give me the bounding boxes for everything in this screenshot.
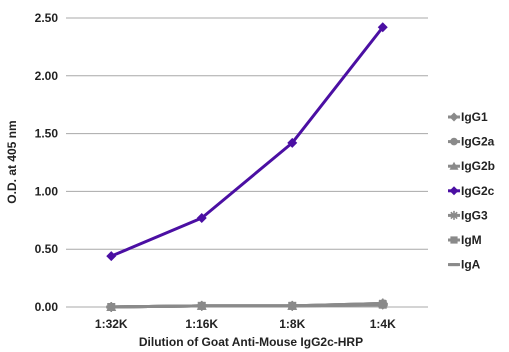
y-axis-tick-labels: 0.00 0.50 1.00 1.50 2.00 2.50 <box>35 11 59 314</box>
data-point <box>196 212 207 223</box>
series-iga <box>106 303 388 309</box>
legend-label: IgM <box>461 233 482 247</box>
data-point <box>287 304 298 308</box>
legend-marker <box>449 112 459 122</box>
legend-label: IgG3 <box>461 208 488 222</box>
legend-label: IgG2a <box>461 135 495 149</box>
y-tick-label: 0.50 <box>35 242 59 256</box>
legend-item-igg1: IgG1 <box>448 110 488 124</box>
legend-marker <box>449 186 459 196</box>
legend-marker <box>449 210 459 220</box>
data-point <box>377 303 388 307</box>
legend-item-iga: IgA <box>448 258 481 272</box>
y-axis-title: O.D. at 405 nm <box>5 120 19 203</box>
data-series <box>106 22 388 312</box>
legend-marker <box>450 236 458 244</box>
legend-item-igg2c: IgG2c <box>448 184 495 198</box>
legend-item-igg2a: IgG2a <box>448 135 495 149</box>
legend-item-igm: IgM <box>448 233 482 247</box>
legend-label: IgG2b <box>461 159 495 173</box>
legend-marker <box>449 161 459 170</box>
x-tick-label: 1:32K <box>95 317 128 331</box>
y-tick-label: 0.00 <box>35 300 59 314</box>
x-tick-label: 1:8K <box>279 317 305 331</box>
data-point <box>106 251 117 262</box>
legend-label: IgG2c <box>461 184 495 198</box>
data-point <box>287 137 298 148</box>
y-tick-label: 2.50 <box>35 11 59 25</box>
legend-label: IgG1 <box>461 110 488 124</box>
y-tick-label: 1.50 <box>35 127 59 141</box>
x-axis-tick-labels: 1:32K 1:16K 1:8K 1:4K <box>95 317 396 331</box>
series-line <box>110 26 384 258</box>
series-line <box>111 303 383 309</box>
legend-item-igg2b: IgG2b <box>448 159 495 173</box>
legend-marker <box>449 263 459 267</box>
data-point <box>377 22 388 33</box>
legend-marker <box>450 137 458 146</box>
series-igg2c <box>106 22 388 262</box>
legend-label: IgA <box>461 258 481 272</box>
data-point <box>196 304 207 308</box>
legend-item-igg3: IgG3 <box>448 208 488 222</box>
x-axis-title: Dilution of Goat Anti-Mouse IgG2c-HRP <box>139 335 363 349</box>
y-tick-label: 1.00 <box>35 184 59 198</box>
data-point <box>106 305 117 309</box>
y-tick-label: 2.00 <box>35 69 59 83</box>
legend: IgG1 IgG2a IgG2b IgG2c IgG3 IgM IgA <box>448 110 495 272</box>
x-tick-label: 1:4K <box>370 317 396 331</box>
gridlines <box>66 17 428 308</box>
x-tick-label: 1:16K <box>185 317 218 331</box>
